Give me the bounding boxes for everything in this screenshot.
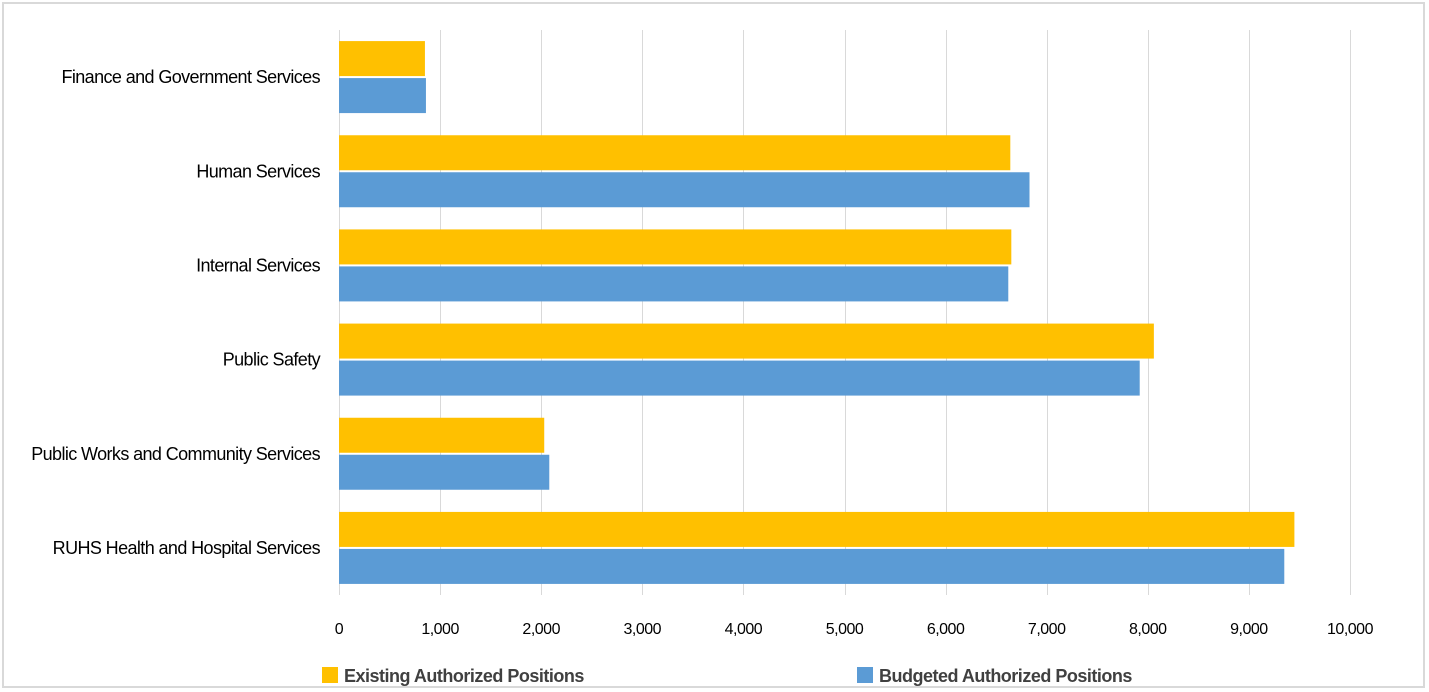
x-tick-label: 3,000 [624, 621, 662, 638]
bar-budgeted [339, 266, 1009, 302]
x-tick-label: 6,000 [927, 621, 965, 638]
x-tick-label: 0 [335, 621, 344, 638]
x-tick-label: 7,000 [1028, 621, 1066, 638]
x-tick-label: 1,000 [421, 621, 459, 638]
bar-budgeted [339, 360, 1140, 396]
bar-existing [339, 135, 1011, 171]
x-tick-label: 5,000 [826, 621, 864, 638]
bar-existing [339, 323, 1154, 359]
category-label: Finance and Government Services [61, 67, 320, 87]
category-label: RUHS Health and Hospital Services [53, 538, 321, 558]
bar-budgeted [339, 78, 426, 114]
category-label: Human Services [196, 161, 320, 181]
x-tick-label: 9,000 [1230, 621, 1268, 638]
legend-swatch [322, 667, 338, 683]
gridlines [339, 30, 1351, 595]
legend-label: Budgeted Authorized Positions [879, 666, 1132, 686]
bar-budgeted [339, 454, 550, 490]
bars [339, 41, 1295, 584]
category-label: Public Safety [223, 350, 321, 370]
x-tick-label: 2,000 [522, 621, 560, 638]
legend-label: Existing Authorized Positions [344, 666, 584, 686]
bar-existing [339, 229, 1012, 265]
bar-budgeted [339, 548, 1285, 584]
bar-budgeted [339, 172, 1030, 208]
bar-existing [339, 417, 545, 453]
x-axis-tick-labels: 0 1,000 2,000 3,000 4,000 5,000 6,000 7,000 8,00… [335, 621, 1374, 638]
legend: Existing Authorized Positions Budgeted Au… [322, 666, 1133, 686]
category-label: Internal Services [196, 255, 320, 275]
bar-existing [339, 41, 425, 77]
category-label: Public Works and Community Services [31, 444, 320, 464]
legend-swatch [857, 667, 873, 683]
category-labels: Finance and Government Services Human Ser… [31, 67, 321, 558]
x-tick-label: 10,000 [1327, 621, 1374, 638]
x-tick-label: 8,000 [1129, 621, 1167, 638]
x-tick-label: 4,000 [725, 621, 763, 638]
bar-existing [339, 511, 1295, 547]
